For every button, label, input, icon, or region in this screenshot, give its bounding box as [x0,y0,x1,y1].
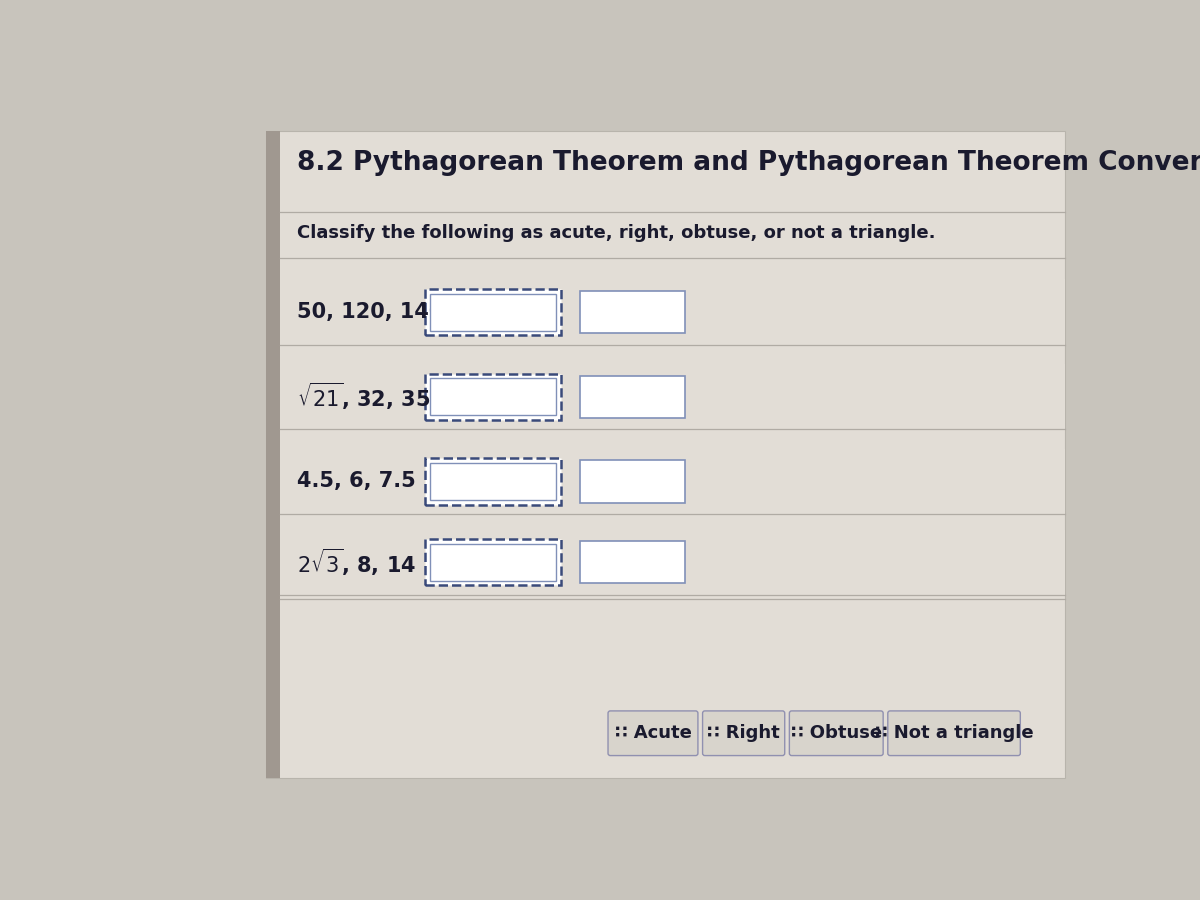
FancyBboxPatch shape [702,711,785,756]
Text: 50, 120, 140: 50, 120, 140 [298,302,444,322]
FancyBboxPatch shape [281,529,1064,595]
FancyBboxPatch shape [790,711,883,756]
Bar [430,378,556,415]
Bar [580,375,685,418]
FancyBboxPatch shape [281,364,1064,429]
FancyBboxPatch shape [281,449,1064,514]
FancyBboxPatch shape [266,131,1064,778]
Text: ∷ Obtuse: ∷ Obtuse [791,724,882,742]
Bar [580,460,685,502]
FancyBboxPatch shape [888,711,1020,756]
Bar [580,291,685,333]
Bar [425,458,560,505]
Text: ∷ Right: ∷ Right [707,724,780,742]
Text: $2\sqrt{3}$, 8, 14: $2\sqrt{3}$, 8, 14 [298,546,416,578]
Bar [430,463,556,500]
Text: 4.5, 6, 7.5: 4.5, 6, 7.5 [298,472,416,491]
Bar [580,541,685,583]
Bar [425,374,560,419]
Text: 8.2 Pythagorean Theorem and Pythagorean Theorem Converse.: 8.2 Pythagorean Theorem and Pythagorean … [298,150,1200,176]
FancyBboxPatch shape [608,711,698,756]
Bar [430,544,556,580]
Bar [430,293,556,330]
Text: $\sqrt{21}$, 32, 35: $\sqrt{21}$, 32, 35 [298,381,431,412]
FancyBboxPatch shape [266,131,281,778]
Text: Classify the following as acute, right, obtuse, or not a triangle.: Classify the following as acute, right, … [298,223,936,241]
Bar [425,539,560,585]
Bar [425,289,560,335]
Text: ∷ Not a triangle: ∷ Not a triangle [875,724,1033,742]
Text: ∷ Acute: ∷ Acute [614,724,691,742]
FancyBboxPatch shape [281,279,1064,345]
